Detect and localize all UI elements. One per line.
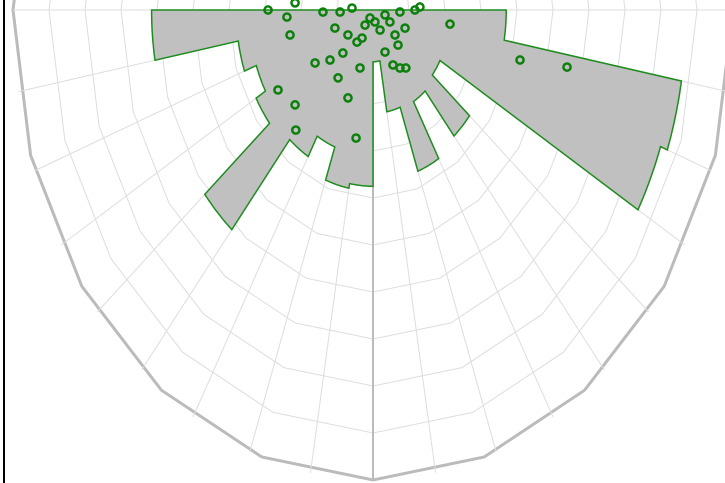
data-point	[395, 63, 405, 73]
data-point	[282, 12, 292, 22]
data-point	[515, 55, 525, 65]
data-point	[333, 73, 343, 83]
data-point	[375, 25, 385, 35]
data-point	[338, 48, 348, 58]
data-point	[290, 100, 300, 110]
data-point	[562, 62, 572, 72]
data-point	[357, 33, 367, 43]
data-point	[343, 93, 353, 103]
data-point	[285, 30, 295, 40]
data-point	[273, 85, 283, 95]
data-point	[415, 2, 425, 12]
data-point	[330, 23, 340, 33]
data-point	[318, 7, 328, 17]
data-point	[360, 20, 370, 30]
data-point	[385, 17, 395, 27]
rose-outline	[150, 9, 683, 231]
data-point	[445, 19, 455, 29]
data-point	[380, 10, 390, 20]
data-point	[325, 55, 335, 65]
data-point	[380, 47, 390, 57]
data-point	[355, 63, 365, 73]
data-point	[400, 23, 410, 33]
data-point	[390, 30, 400, 40]
data-point	[393, 40, 403, 50]
data-point	[351, 133, 361, 143]
data-point	[370, 17, 380, 27]
data-point	[290, 125, 301, 135]
data-point	[395, 7, 405, 17]
data-point	[263, 5, 273, 15]
data-point	[310, 58, 320, 68]
data-point	[335, 7, 345, 17]
data-point	[401, 63, 411, 73]
data-point	[343, 30, 353, 40]
data-point	[347, 3, 357, 13]
data-point	[290, 0, 300, 8]
